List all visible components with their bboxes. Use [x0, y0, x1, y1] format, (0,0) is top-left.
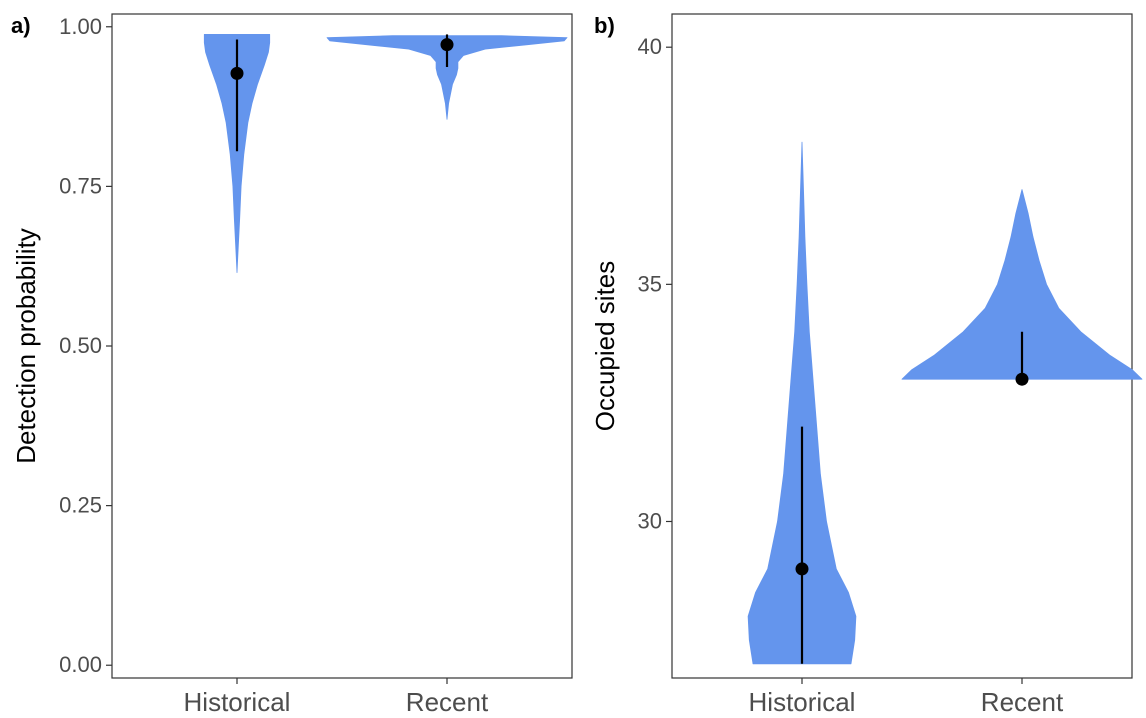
panel-b-y-axis-label: Occupied sites [590, 261, 620, 432]
panel-b-violin-historical [747, 141, 857, 665]
panel-b-violins [747, 141, 1143, 665]
panel-b-intervals [795, 331, 1029, 664]
panel-b-y-tick-label: 40 [638, 34, 662, 59]
panel-b-y-tick-label: 30 [638, 508, 662, 533]
panel-b-x-tick-label: Historical [749, 687, 856, 717]
panel-b-plot-border [671, 13, 1133, 679]
panel-b-point-historical [795, 562, 809, 576]
panel-a-intervals [230, 34, 454, 152]
panel-a-letter: a) [11, 13, 31, 38]
panel-b: 30 35 40 Historical Recent Occupied sites b… [590, 13, 1143, 717]
panel-a-y-axis-label: Detection probability [11, 228, 41, 464]
panel-a-y-tick-label: 1.00 [59, 14, 102, 39]
panel-a-violin-historical [203, 34, 271, 273]
panel-b-y-ticks: 30 35 40 [638, 34, 672, 533]
panel-a: 0.00 0.25 0.50 0.75 1.00 Historical Recent De… [11, 13, 573, 717]
panel-a-y-tick-label: 0.50 [59, 333, 102, 358]
panel-b-x-tick-label: Recent [981, 687, 1064, 717]
panel-b-x-ticks: Historical Recent [749, 678, 1064, 717]
panel-a-x-tick-label: Historical [184, 687, 291, 717]
panel-b-violin-recent [901, 189, 1143, 380]
panel-b-y-tick-label: 35 [638, 271, 662, 296]
panel-a-y-tick-label: 0.75 [59, 173, 102, 198]
panel-b-letter: b) [594, 13, 615, 38]
panel-a-y-tick-label: 0.00 [59, 652, 102, 677]
panel-a-x-ticks: Historical Recent [184, 678, 489, 717]
panel-a-plot-border [111, 13, 573, 679]
panel-a-point-historical [230, 66, 244, 80]
panel-b-point-recent [1015, 372, 1029, 386]
panel-a-point-recent [440, 38, 454, 52]
panel-a-violins [203, 34, 568, 273]
panel-a-x-tick-label: Recent [406, 687, 489, 717]
panel-a-y-tick-label: 0.25 [59, 493, 102, 518]
panel-a-y-ticks: 0.00 0.25 0.50 0.75 1.00 [59, 14, 112, 677]
